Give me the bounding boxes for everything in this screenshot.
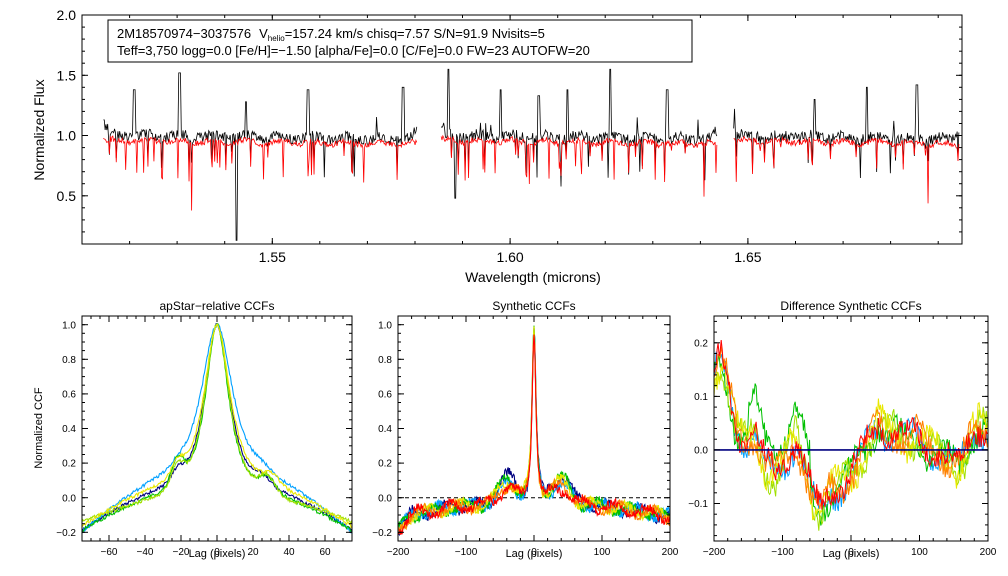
annotation-v-label: V <box>259 26 268 41</box>
apstar-ccf-xtick-label: 40 <box>283 547 295 558</box>
annotation-star-id: 2M18570974−3037576 <box>117 26 251 41</box>
difference-ccf-xtick-label: −200 <box>703 547 726 558</box>
spectrum-xlabel: Wavelength (microns) <box>465 269 601 285</box>
spectrum-ytick-label: 2.0 <box>57 7 77 23</box>
apstar-ccf-panel: −60 −40 −20 0 20 40 60 −0.2 0.0 0.2 0.4 0.6 0.8 1.0 a… <box>33 299 353 560</box>
synthetic-ccf-title: Synthetic CCFs <box>492 299 575 313</box>
apstar-ccf-ticks: −60 −40 −20 0 20 40 60 −0.2 0.0 0.2 0.4 0.6 0.8 1.0 <box>56 315 353 558</box>
synthetic-ccf-ytick-label: 0.4 <box>378 424 392 435</box>
spectrum-ytick-label: 1.0 <box>57 128 77 144</box>
apstar-ccf-lines <box>82 322 352 534</box>
annotation-line-2: Teff=3,750 logg=0.0 [Fe/H]=−1.50 [alpha/… <box>117 43 590 58</box>
apstar-ccf-clip-group <box>82 322 352 534</box>
synthetic-ccf-xlabel: Lag (pixels) <box>506 548 563 560</box>
synthetic-ccf-xtick-label: 200 <box>662 547 679 558</box>
apstar-ccf-ylabel: Normalized CCF <box>33 387 45 469</box>
apstar-ccf-xtick-label: 0 <box>214 547 220 558</box>
difference-ccf-xtick-label: 200 <box>980 547 997 558</box>
annotation-line-1: 2M18570974−3037576 Vhelio=157.24 km/s chi… <box>117 26 545 43</box>
difference-ccf-series-6 <box>714 340 988 510</box>
spectrum-ytick-label: 1.5 <box>57 67 77 83</box>
spectrum-ytick-label: 0.5 <box>57 188 77 204</box>
spectrum-clip-group <box>103 68 960 241</box>
difference-ccf-xtick-label: 100 <box>911 547 928 558</box>
apstar-ccf-xtick-label: −40 <box>137 547 154 558</box>
apstar-ccf-xtick-label: 60 <box>319 547 331 558</box>
apstar-ccf-ytick-label: 0.6 <box>62 390 76 401</box>
apstar-ccf-ytick-label: 0.8 <box>62 355 76 366</box>
synthetic-ccf-panel: −200 −100 0 100 200 −0.2 0.0 0.2 0.4 0.6 0.8 1.0 Sy… <box>372 299 679 560</box>
difference-ccf-ytick-label: 0.0 <box>694 446 708 457</box>
difference-ccf-lines <box>714 340 988 531</box>
difference-ccf-xtick-label: −100 <box>771 547 794 558</box>
spectrum-panel: 1.55 1.60 1.65 0.5 1.0 1.5 2.0 2M18570974−3037… <box>31 7 963 285</box>
spectrum-xtick-label: 1.65 <box>734 249 761 265</box>
synthetic-ccf-ytick-label: −0.2 <box>372 528 392 539</box>
apstar-ccf-xtick-label: −20 <box>173 547 190 558</box>
synthetic-ccf-lines <box>398 325 670 537</box>
apstar-ccf-xlabel: Lag (pixels) <box>189 548 246 560</box>
difference-ccf-ytick-label: 0.2 <box>694 338 708 349</box>
synthetic-spectrum-chip-2 <box>440 134 718 197</box>
apstar-ccf-xtick-label: 20 <box>247 547 259 558</box>
spectrum-ticks: 1.55 1.60 1.65 0.5 1.0 1.5 2.0 <box>57 7 962 265</box>
apstar-ccf-title: apStar−relative CCFs <box>159 299 274 313</box>
difference-ccf-ytick-label: −0.1 <box>688 499 708 510</box>
synthetic-ccf-xtick-label: −100 <box>455 547 478 558</box>
observed-spectrum-chip-3 <box>733 84 960 178</box>
annotation-box <box>107 19 693 63</box>
spectrum-ylabel: Normalized Flux <box>31 79 47 180</box>
spectrum-annotation: 2M18570974−3037576 Vhelio=157.24 km/s chi… <box>107 19 693 63</box>
synthetic-ccf-series-6 <box>398 334 670 535</box>
difference-ccf-xtick-label: 0 <box>848 547 854 558</box>
apstar-ccf-ytick-label: 1.0 <box>62 320 76 331</box>
synthetic-ccf-ytick-label: 0.2 <box>378 459 392 470</box>
synthetic-ccf-xtick-label: 100 <box>594 547 611 558</box>
annotation-v-subscript: helio <box>268 34 285 43</box>
difference-ccf-panel: −200 −100 0 100 200 −0.1 0.0 0.1 0.2 Difference … <box>688 299 997 560</box>
synthetic-spectrum-chip-1 <box>103 135 418 211</box>
apstar-ccf-ytick-label: 0.0 <box>62 493 76 504</box>
synthetic-ccf-ytick-label: 0.8 <box>378 355 392 366</box>
apstar-ccf-ytick-label: 0.4 <box>62 424 76 435</box>
spectrum-plot-frame <box>81 14 963 245</box>
difference-ccf-xlabel: Lag (pixels) <box>823 548 880 560</box>
synthetic-ccf-clip-group <box>398 325 670 537</box>
apstar-ccf-ytick-label: 0.2 <box>62 459 76 470</box>
annotation-line1-values: =157.24 km/s chisq=7.57 S/N=91.9 Nvisits… <box>285 26 545 41</box>
synthetic-ccf-ytick-label: 0.6 <box>378 390 392 401</box>
apstar-ccf-series-5 <box>82 323 352 529</box>
spectrum-xtick-label: 1.60 <box>496 249 523 265</box>
observed-spectrum-chip-2 <box>440 68 718 199</box>
synthetic-ccf-ytick-label: 0.0 <box>378 493 392 504</box>
difference-ccf-series-5 <box>714 346 988 509</box>
observed-spectrum-chip-1 <box>103 72 418 241</box>
spectrum-xtick-label: 1.55 <box>259 249 286 265</box>
difference-ccf-ticks: −200 −100 0 100 200 −0.1 0.0 0.1 0.2 <box>688 316 997 558</box>
synthetic-ccf-ticks: −200 −100 0 100 200 −0.2 0.0 0.2 0.4 0.6 0.8 1.0 <box>372 315 679 558</box>
difference-ccf-clip-group <box>714 340 988 531</box>
spectrum-lines <box>103 68 960 241</box>
difference-ccf-title: Difference Synthetic CCFs <box>780 299 921 313</box>
synthetic-ccf-ytick-label: 1.0 <box>378 320 392 331</box>
synthetic-ccf-xtick-label: −200 <box>387 547 410 558</box>
synthetic-ccf-xtick-label: 0 <box>531 547 537 558</box>
synthetic-spectrum-chip-3 <box>733 135 960 204</box>
difference-ccf-ytick-label: 0.1 <box>694 392 708 403</box>
apstar-ccf-ytick-label: −0.2 <box>56 528 76 539</box>
apstar-ccf-xtick-label: −60 <box>101 547 118 558</box>
